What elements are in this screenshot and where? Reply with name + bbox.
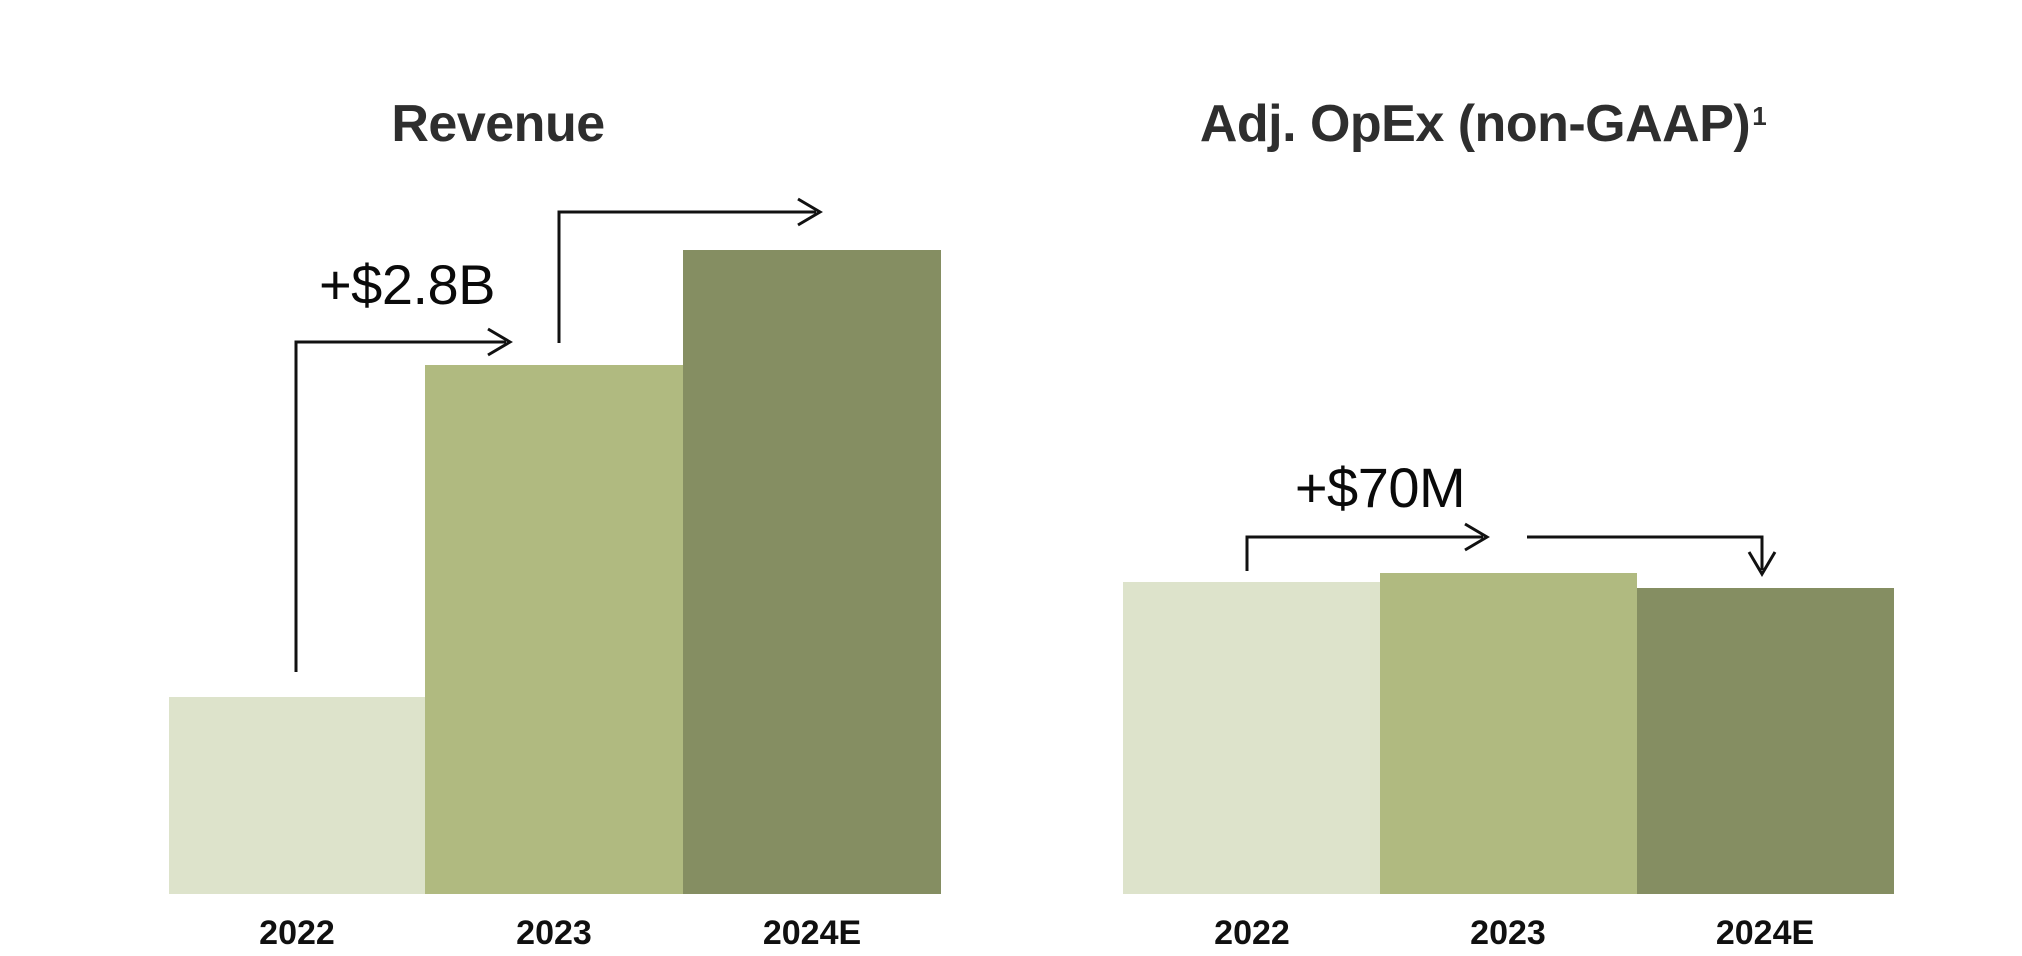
opex-bar-2023 (1380, 573, 1637, 894)
opex-x-label-2023: 2023 (1470, 914, 1546, 952)
revenue-x-label-2023: 2023 (516, 914, 592, 952)
revenue-delta-annotation: +$2.8B (318, 253, 496, 316)
revenue-arrowhead-2024e (797, 197, 823, 227)
opex-arrow-2023-to-2024e (1527, 535, 1764, 570)
revenue-x-label-2022: 2022 (259, 914, 335, 952)
opex-footnote-marker: 1 (1752, 101, 1767, 132)
revenue-bar-2022 (169, 697, 425, 894)
revenue-chart-title: Revenue (391, 95, 605, 153)
opex-bar-2022 (1123, 582, 1380, 894)
revenue-bar-2023 (425, 365, 683, 894)
opex-chart-title: Adj. OpEx (non-GAAP)1 (1199, 94, 1767, 154)
opex-chart-title-text: Adj. OpEx (non-GAAP) (1199, 95, 1751, 153)
opex-x-label-2024e: 2024E (1715, 914, 1815, 952)
opex-arrowhead-2023 (1464, 522, 1490, 552)
revenue-arrowhead-2023 (487, 327, 513, 357)
revenue-bar-2024e (683, 250, 941, 894)
opex-delta-annotation: +$70M (1294, 456, 1466, 519)
opex-arrowhead-2024e-down (1747, 551, 1777, 577)
opex-arrow-2022-to-2023 (1245, 535, 1483, 571)
revenue-x-label-2024e: 2024E (762, 914, 862, 952)
opex-x-label-2022: 2022 (1214, 914, 1290, 952)
opex-bar-2024e (1637, 588, 1894, 894)
